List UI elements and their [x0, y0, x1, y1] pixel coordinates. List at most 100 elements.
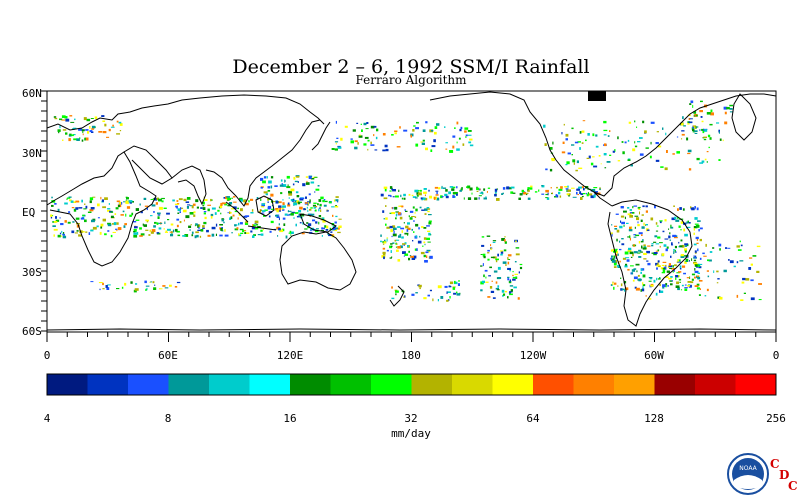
rain-pixel	[330, 234, 334, 236]
rain-pixel	[696, 276, 698, 279]
rain-pixel	[395, 293, 397, 296]
rain-pixel	[627, 207, 630, 209]
rain-pixel	[220, 212, 222, 215]
rain-pixel	[337, 231, 341, 234]
rain-pixel	[661, 272, 666, 274]
rain-pixel	[221, 227, 223, 229]
rain-pixel	[240, 232, 244, 234]
rain-pixel	[588, 155, 591, 159]
rain-pixel	[326, 209, 328, 211]
rain-pixel	[133, 234, 138, 238]
rain-pixel	[452, 287, 456, 290]
rain-pixel	[118, 121, 122, 124]
rain-pixel	[490, 290, 495, 293]
rain-pixel	[465, 134, 468, 137]
rain-pixel	[456, 293, 461, 296]
rain-pixel	[643, 222, 645, 226]
rain-pixel	[655, 222, 658, 225]
rain-pixel	[172, 199, 175, 202]
rain-pixel	[148, 234, 151, 236]
rain-pixel	[677, 259, 679, 262]
rain-pixel	[655, 292, 658, 296]
rain-pixel	[54, 203, 57, 205]
rain-pixel	[238, 234, 242, 237]
rain-pixel	[185, 201, 190, 203]
rain-pixel	[409, 217, 413, 220]
rain-pixel	[263, 215, 266, 217]
rain-pixel	[635, 287, 640, 291]
rain-pixel	[623, 281, 627, 284]
rain-pixel	[302, 183, 306, 187]
coastline-africa	[46, 151, 157, 267]
rain-pixel	[609, 154, 612, 156]
rain-pixel	[57, 208, 60, 212]
rain-pixel	[176, 224, 179, 228]
rain-pixel	[221, 202, 226, 205]
rain-pixel	[413, 255, 417, 259]
rain-pixel	[664, 219, 667, 222]
rain-pixel	[640, 251, 643, 253]
rain-pixel	[321, 227, 325, 230]
rain-pixel	[426, 249, 431, 252]
rain-pixel	[225, 196, 228, 200]
rain-pixel	[263, 191, 268, 194]
rain-pixel	[279, 229, 284, 233]
rain-pixel	[73, 138, 77, 141]
rain-pixel	[467, 130, 472, 132]
rain-pixel	[280, 192, 283, 195]
rain-pixel	[493, 270, 498, 273]
rain-pixel	[451, 188, 455, 191]
lat-label-30s: 30S	[22, 266, 42, 279]
rain-pixel	[456, 121, 459, 125]
rain-pixel	[623, 224, 625, 227]
rain-pixel	[367, 139, 370, 142]
rain-pixel	[298, 210, 302, 213]
rain-pixel	[284, 213, 288, 216]
rain-pixel	[676, 136, 679, 138]
rain-pixel	[634, 120, 636, 123]
rain-pixel	[125, 201, 129, 204]
rain-pixel	[315, 188, 320, 191]
rain-pixel	[496, 198, 500, 201]
rain-pixel	[53, 234, 55, 237]
rain-pixel	[716, 122, 720, 124]
rain-pixel	[469, 144, 474, 147]
rain-pixel	[664, 238, 669, 240]
rain-pixel	[227, 197, 231, 200]
rain-pixel	[414, 189, 419, 193]
rain-pixel	[695, 236, 699, 240]
rain-pixel	[682, 265, 686, 268]
rain-pixel	[102, 218, 106, 222]
rain-pixel	[447, 299, 450, 301]
rain-pixel	[630, 212, 633, 214]
rain-pixel	[389, 245, 393, 249]
rain-pixel	[164, 287, 169, 289]
colorbar-swatch	[371, 374, 412, 395]
rain-pixel	[156, 222, 159, 225]
rain-pixel	[697, 264, 701, 267]
rain-pixel	[667, 266, 670, 269]
rain-pixel	[530, 185, 533, 188]
rain-pixel	[94, 116, 98, 119]
rain-pixel	[454, 127, 456, 129]
rain-pixel	[262, 210, 266, 212]
rain-pixel	[575, 169, 578, 172]
rain-pixel	[435, 194, 439, 196]
rain-pixel	[106, 136, 110, 138]
rain-pixel	[700, 116, 703, 118]
rain-pixel	[620, 215, 625, 218]
rain-pixel	[512, 278, 516, 281]
rain-pixel	[307, 209, 309, 212]
rain-pixel	[282, 202, 285, 205]
rain-pixel	[482, 263, 484, 267]
colorbar-swatch	[249, 374, 291, 395]
rain-pixel	[223, 221, 225, 224]
rain-pixel	[172, 229, 175, 233]
rain-pixel	[269, 197, 271, 199]
rain-pixel	[453, 281, 458, 285]
rain-pixel	[674, 264, 677, 267]
rain-pixel	[628, 247, 632, 251]
rain-pixel	[437, 299, 439, 302]
rain-pixel	[384, 188, 387, 192]
rain-pixel	[512, 271, 514, 273]
